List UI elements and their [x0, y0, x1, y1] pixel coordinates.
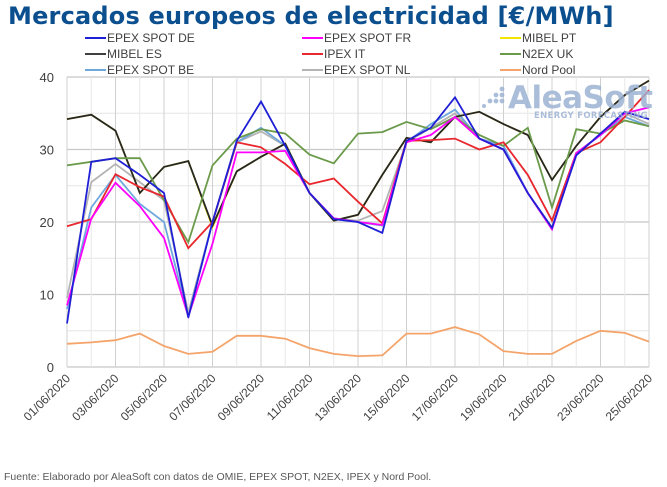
watermark-tagline: ENERGY FORECASTING	[534, 111, 648, 121]
legend-swatch	[500, 52, 521, 55]
legend-item: IPEX IT	[302, 46, 365, 61]
aleasoft-logo-icon	[482, 86, 505, 108]
legend-label: MIBEL ES	[107, 46, 162, 61]
legend-label: EPEX SPOT BE	[107, 62, 195, 77]
legend-label: MIBEL PT	[522, 30, 577, 45]
legend-label: EPEX SPOT DE	[107, 30, 195, 45]
watermark-brand: AleaSoft	[508, 80, 653, 116]
y-tick-label: 30	[40, 143, 54, 158]
legend-item: Nord Pool	[500, 62, 575, 77]
source-note: Fuente: Elaborado por AleaSoft con datos…	[4, 471, 432, 483]
chart-title: Mercados europeos de electricidad [€/MWh…	[8, 2, 614, 30]
legend-label: IPEX IT	[324, 46, 366, 61]
legend-item: N2EX UK	[500, 46, 573, 61]
line-chart: 0 10 20 30 40 01/06/202003/06/202005/06/2020…	[21, 70, 656, 424]
legend-label: EPEX SPOT FR	[324, 30, 412, 45]
legend-swatch	[500, 68, 521, 71]
legend-label: Nord Pool	[522, 62, 576, 77]
x-tick-label: 17/06/2020	[409, 371, 462, 424]
y-tick-label: 0	[47, 360, 54, 375]
y-tick-label: 10	[40, 288, 54, 303]
legend-item: MIBEL ES	[85, 46, 162, 61]
series-line-mibel-es	[66, 79, 650, 228]
legend-item: EPEX SPOT FR	[302, 30, 411, 45]
legend-swatch	[302, 68, 323, 71]
series-line-n2ex-uk	[66, 115, 650, 245]
legend-swatch	[302, 52, 323, 55]
legend-swatch	[85, 36, 106, 39]
y-axis-ticks: 0 10 20 30 40	[40, 70, 54, 375]
x-axis-ticks: 01/06/202003/06/202005/06/202007/06/2020…	[21, 371, 656, 424]
x-tick-label: 23/06/2020	[554, 371, 607, 424]
x-tick-label: 25/06/2020	[603, 371, 656, 424]
legend-swatch	[85, 68, 106, 71]
legend-swatch	[302, 36, 323, 39]
y-tick-label: 20	[40, 215, 54, 230]
legend-item: MIBEL PT	[500, 30, 576, 45]
series-line-nord-pool	[66, 326, 650, 358]
x-tick-label: 09/06/2020	[215, 371, 268, 424]
x-tick-label: 21/06/2020	[506, 371, 559, 424]
x-tick-label: 05/06/2020	[118, 371, 171, 424]
x-tick-label: 15/06/2020	[360, 371, 413, 424]
series-line-epex-spot-de	[66, 95, 650, 324]
series-lines	[66, 79, 650, 358]
legend-item: EPEX SPOT NL	[302, 62, 410, 77]
x-tick-label: 03/06/2020	[69, 371, 122, 424]
x-tick-label: 13/06/2020	[312, 371, 365, 424]
y-tick-label: 40	[40, 70, 54, 85]
legend-swatch	[500, 36, 521, 39]
x-tick-label: 07/06/2020	[166, 371, 219, 424]
x-tick-label: 01/06/2020	[21, 371, 74, 424]
legend-swatch	[85, 52, 106, 55]
chart-legend: EPEX SPOT DE EPEX SPOT FR MIBEL PT MIBEL…	[0, 30, 667, 78]
legend-label: EPEX SPOT NL	[324, 62, 411, 77]
legend-item: EPEX SPOT DE	[85, 30, 195, 45]
x-tick-label: 11/06/2020	[264, 371, 316, 423]
legend-label: N2EX UK	[522, 46, 574, 61]
x-tick-label: 19/06/2020	[457, 371, 510, 424]
legend-item: EPEX SPOT BE	[85, 62, 194, 77]
